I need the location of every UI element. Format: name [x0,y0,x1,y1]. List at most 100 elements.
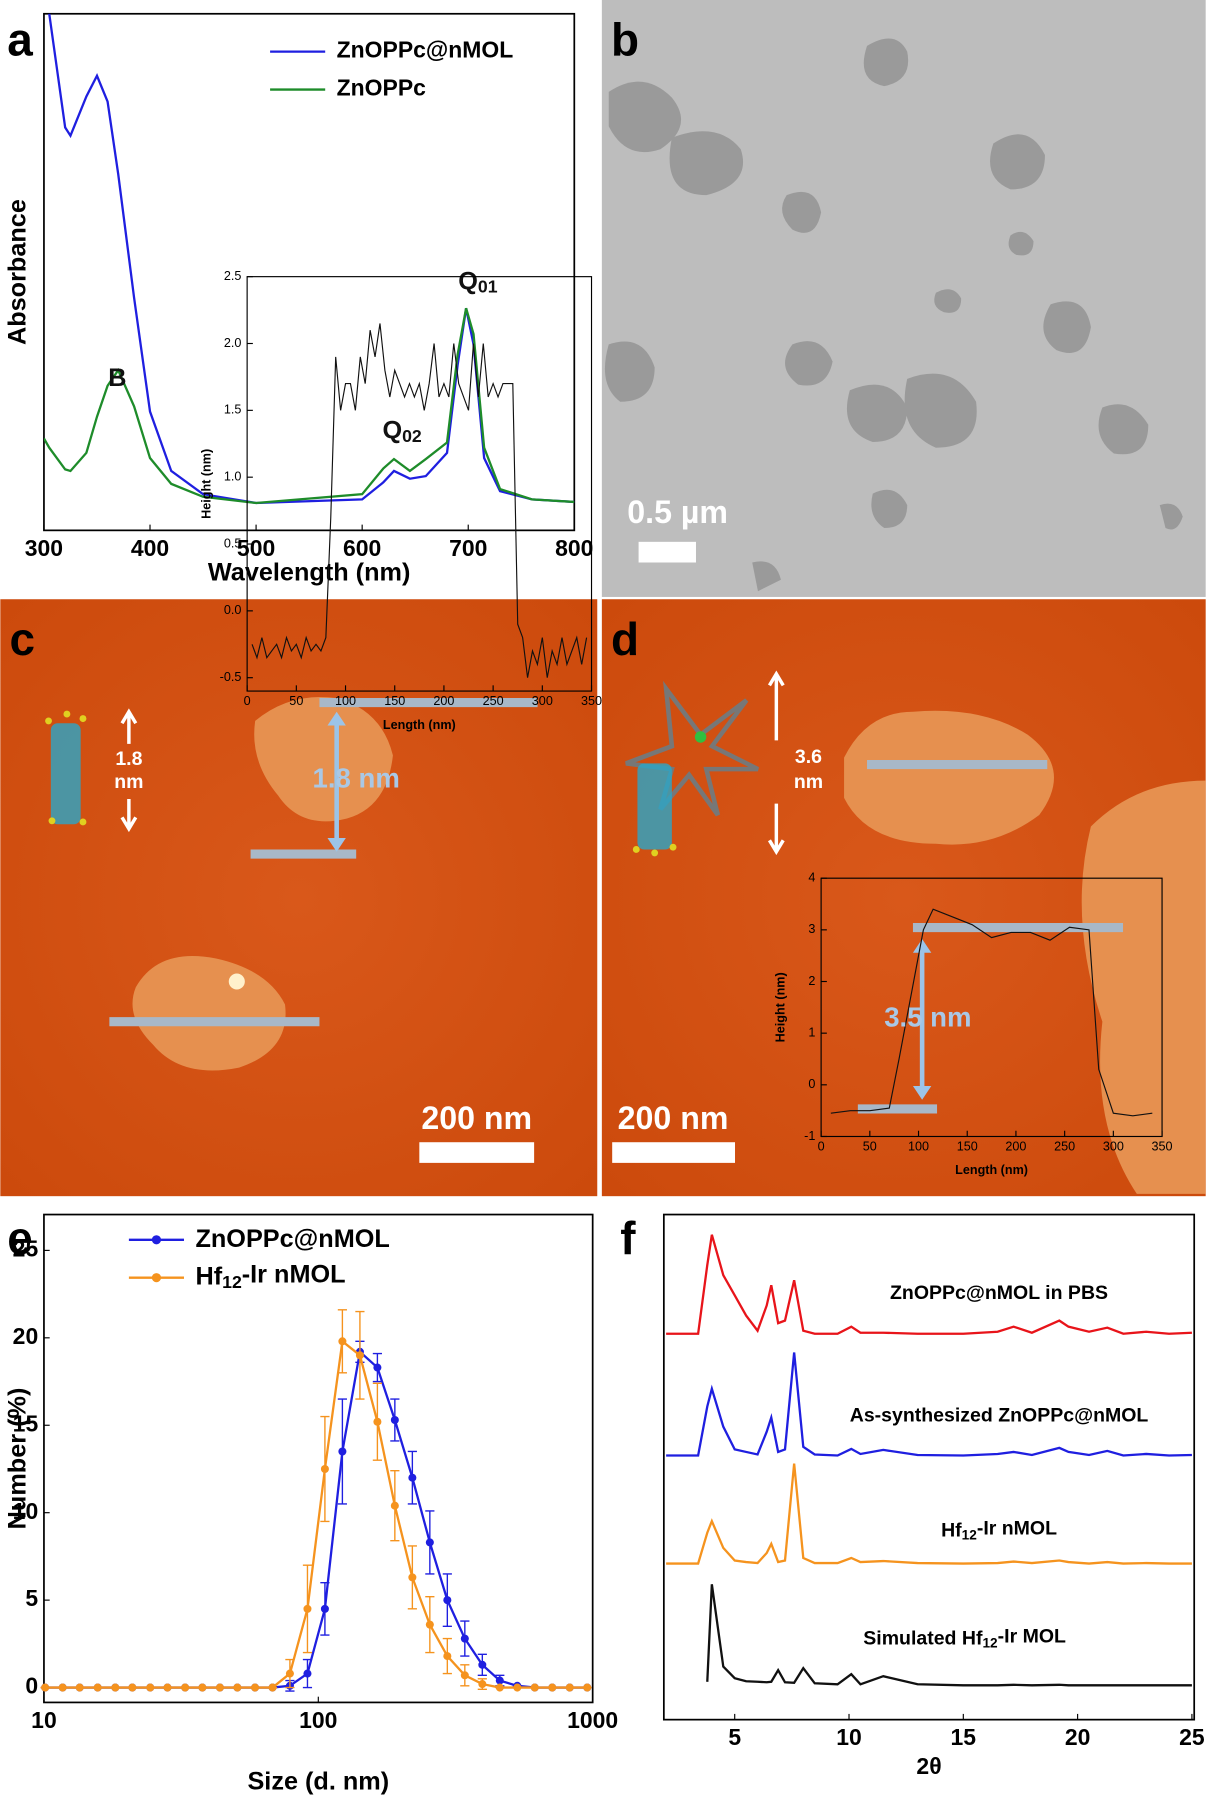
x-tick-label: 800 [555,535,593,561]
data-point [548,1683,557,1692]
data-point [268,1683,277,1692]
y-tick-label: 1.0 [224,470,242,484]
data-point [355,1351,364,1360]
plot-frame [662,1213,1196,1721]
afm-image-d: 200 nm 3.6 nm [601,599,1206,1197]
data-point [583,1683,592,1692]
x-tick-label: 250 [1054,1140,1075,1154]
x-tick-label: 300 [532,694,553,708]
data-point [460,1634,469,1643]
data-point [373,1417,382,1426]
data-point [58,1683,67,1692]
data-point [111,1683,120,1692]
series-line [251,323,588,678]
chart: 300 400 500 600 700 800 Wavelength (nm) Absorba… [3,12,593,587]
x-axis-label: Length (nm) [955,1163,1028,1177]
panel-label: f [620,1212,636,1264]
data-point [478,1680,487,1689]
y-tick-label: 0.5 [224,536,242,550]
y-axis-label: Number (%) [3,1388,31,1530]
y-tick-label: 4 [808,871,815,885]
panel-label: e [7,1212,33,1264]
x-tick-label: 150 [384,694,405,708]
data-point [163,1683,172,1692]
data-point [443,1596,452,1605]
data-point [215,1683,224,1692]
y-tick-label: 2 [808,974,815,988]
data-point [303,1604,312,1613]
legend-marker [151,1273,162,1283]
x-tick-label: 350 [1152,1140,1173,1154]
plot-frame [43,12,576,532]
y-tick-label: 1 [808,1025,815,1039]
y-tick-label: 15 [13,1410,39,1436]
series-line [45,1339,588,1689]
data-point [41,1683,50,1692]
x-tick-label: 0 [244,694,251,708]
x-tick-label: 100 [335,694,356,708]
data-point [425,1620,434,1629]
x-tick-label: 500 [237,535,275,561]
x-axis-label: Wavelength (nm) [208,559,410,587]
y-tick-label: 0 [25,1673,38,1699]
molecule-model [45,710,87,826]
data-point [198,1683,207,1692]
x-tick-label: 400 [131,535,169,561]
series-line [45,1349,588,1689]
data-point [530,1683,539,1692]
x-tick-label: 50 [863,1140,877,1154]
x-tick-label: 20 [1065,1724,1091,1750]
y-tick-label: -0.5 [220,670,242,684]
x-tick-label: 200 [433,694,454,708]
legend-marker [151,1235,162,1245]
data-point [408,1573,417,1582]
data-point [320,1604,329,1613]
x-tick-label: 0 [818,1140,825,1154]
y-tick-label: 1.5 [224,403,242,417]
y-tick-label: 0 [808,1077,815,1091]
y-tick-label: 5 [25,1585,38,1611]
x-tick-label: 50 [289,694,303,708]
series-line [43,307,575,505]
panel-label: b [611,14,639,66]
data-point [251,1683,260,1692]
legend-label: ZnOPPc@nMOL [195,1224,389,1252]
x-tick-label: 200 [1005,1140,1026,1154]
data-point [233,1683,242,1692]
series-line [830,908,1153,1117]
data-point [390,1415,399,1425]
data-point [513,1683,522,1692]
x-tick-label: 600 [343,535,381,561]
x-tick-label: 150 [957,1140,978,1154]
model-height: 1.8 [115,748,142,770]
x-tick-label: 5 [728,1724,741,1750]
trace-label: Simulated Hf12-Ir MOL [863,1626,1066,1650]
x-tick-label: 1000 [567,1707,618,1733]
data-point [338,1447,347,1456]
data-point [495,1676,504,1685]
trace-label: As-synthesized ZnOPPc@nMOL [850,1405,1149,1427]
panel-label: a [7,14,33,66]
chart: 10 100 1000 0 5 10 15 20 25 Size (d. nm) Number (%… [3,1213,618,1795]
y-tick-label: 2.0 [224,336,242,350]
afm-image-c: 200 nm 1.8 nm [0,599,598,1197]
y-tick-label: 20 [13,1323,39,1349]
x-tick-label: 100 [299,1707,337,1733]
data-point [338,1337,347,1346]
annotation: Q02 [382,416,421,445]
x-tick-label: 300 [25,535,63,561]
plot-frame [246,276,593,692]
x-tick-label: 10 [836,1724,862,1750]
series-line [706,1584,1192,1687]
data-point [478,1660,487,1669]
y-axis-label: Absorbance [3,199,31,345]
chart: 5 10 15 20 25 2θ ZnOPPc@nMOL in PBS As-synthesi… [662,1213,1205,1779]
tem-image: 0.5 µm [601,0,1206,597]
data-point [181,1683,190,1692]
model-height: 3.6 [795,746,822,768]
x-axis-label: 2θ [916,1753,941,1779]
series-line [666,1352,1192,1457]
data-point [443,1652,452,1661]
